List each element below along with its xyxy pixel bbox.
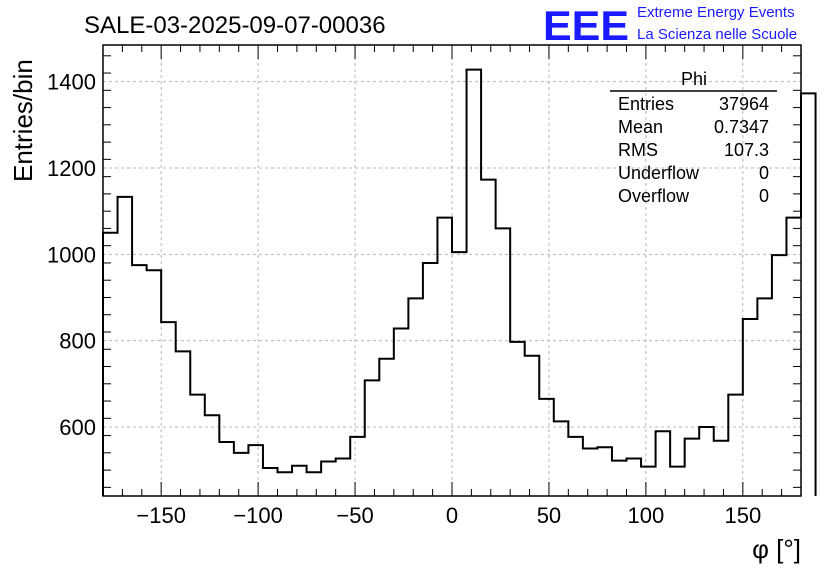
histogram-bin — [554, 421, 569, 496]
histogram-bin — [278, 472, 293, 496]
histogram-bin — [190, 395, 205, 496]
stats-title: Phi — [681, 69, 707, 89]
histogram-bin — [728, 395, 743, 496]
histogram-bin — [496, 228, 511, 496]
histogram-bin — [801, 93, 816, 496]
x-tick-label: 100 — [628, 503, 665, 528]
histogram-bin — [481, 180, 496, 496]
y-tick-label: 800 — [59, 329, 96, 354]
y-tick-label: 1000 — [47, 242, 96, 267]
y-axis-title: Entries/bin — [8, 59, 38, 182]
histogram-title: SALE-03-2025-09-07-00036 — [84, 12, 386, 39]
histogram-series — [102, 68, 817, 496]
histogram-bin — [714, 441, 729, 496]
y-tick-label: 1200 — [47, 156, 96, 181]
histogram-bin — [292, 466, 307, 496]
stats-label-entries: Entries — [618, 94, 674, 114]
y-tick-label: 1400 — [47, 70, 96, 95]
logo-line-2: La Scienza nelle Scuole — [637, 26, 797, 43]
stats-value-mean: 0.7347 — [714, 117, 769, 137]
histogram-bin — [641, 467, 656, 496]
histogram-bin — [437, 218, 452, 496]
histogram-bin — [176, 351, 191, 496]
histogram-bin — [248, 445, 263, 496]
x-tick-label: −150 — [136, 503, 186, 528]
histogram-bin — [103, 233, 118, 496]
histogram-bin — [757, 298, 772, 496]
histogram-bin — [321, 461, 336, 496]
histogram-bin — [568, 437, 583, 496]
stats-value-underflow: 0 — [759, 163, 769, 183]
stats-label-overflow: Overflow — [618, 186, 690, 206]
histogram-bin — [379, 359, 394, 496]
stats-value-rms: 107.3 — [724, 140, 769, 160]
histogram-bin — [118, 197, 133, 496]
y-tick-label: 600 — [59, 415, 96, 440]
histogram-bin — [510, 342, 525, 496]
x-tick-label: −100 — [233, 503, 283, 528]
x-tick-label: 150 — [724, 503, 761, 528]
x-tick-label: 0 — [446, 503, 458, 528]
histogram-bin — [699, 427, 714, 496]
histogram-bin — [336, 458, 351, 496]
axis-ticks — [102, 45, 802, 496]
stats-label-mean: Mean — [618, 117, 663, 137]
histogram-bin — [350, 437, 365, 496]
histogram-bin — [743, 319, 758, 496]
histogram-bin — [539, 399, 554, 496]
histogram-bin — [394, 329, 409, 496]
histogram-bin — [307, 472, 322, 496]
y-tick-labels: 600 800 1000 1200 1400 — [47, 70, 96, 440]
x-tick-labels: −150 −100 −50 0 50 100 150 — [136, 503, 761, 528]
histogram-bin — [263, 468, 278, 496]
stats-label-rms: RMS — [618, 140, 658, 160]
histogram-bin — [670, 467, 685, 496]
histogram-bin — [408, 298, 423, 496]
histogram-bin — [452, 252, 467, 496]
histogram-bin — [597, 447, 612, 496]
x-tick-label: 50 — [537, 503, 561, 528]
histogram-bin — [612, 461, 627, 496]
stats-value-entries: 37964 — [719, 94, 769, 114]
histogram-bin — [786, 218, 801, 496]
histogram-bin — [161, 322, 176, 496]
histogram-bin — [583, 449, 598, 496]
histogram-bin — [234, 453, 249, 496]
histogram-bin — [219, 442, 234, 496]
histogram-bin — [205, 415, 220, 496]
x-axis-title: φ [°] — [752, 534, 801, 564]
stats-value-overflow: 0 — [759, 186, 769, 206]
histogram-bin — [423, 263, 438, 496]
histogram-bin — [365, 380, 380, 496]
eee-logo: EEE Extreme Energy Events La Scienza nel… — [543, 2, 797, 49]
stats-box: Phi Entries 37964 Mean 0.7347 RMS 107.3 … — [610, 69, 777, 206]
histogram-bin — [525, 356, 540, 496]
histogram-bin — [685, 439, 700, 496]
histogram-bin — [467, 70, 482, 496]
histogram-bin — [772, 255, 787, 496]
logo-line-1: Extreme Energy Events — [637, 4, 795, 21]
eee-logo-mark: EEE — [543, 2, 629, 49]
histogram-bin — [627, 458, 642, 496]
histogram-bin — [656, 431, 671, 496]
histogram-bins — [103, 70, 816, 496]
histogram-bin — [147, 270, 162, 496]
x-tick-label: −50 — [336, 503, 373, 528]
histogram-bin — [132, 265, 147, 496]
stats-label-underflow: Underflow — [618, 163, 700, 183]
